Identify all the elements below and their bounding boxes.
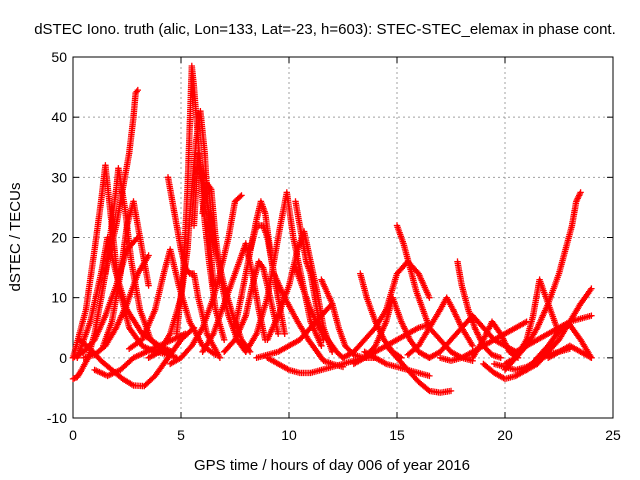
y-axis-label: dSTEC / TECUs [7,183,24,292]
data-point-marks [393,222,476,364]
data-series [469,318,522,361]
x-tick-label: 20 [497,427,513,443]
data-point-marks [264,354,357,377]
x-tick-label: 5 [177,427,185,443]
data-point-marks [242,189,325,355]
x-tick-label: 15 [389,427,405,443]
data-point-marks [318,276,379,361]
data-point-marks [404,294,476,358]
x-tick-label: 25 [605,427,621,443]
data-point-marks [501,189,584,368]
data-point-marks [292,198,327,343]
y-tick-label: 40 [51,109,67,125]
data-point-marks [534,321,595,361]
data-series [361,348,433,380]
data-series [167,192,245,368]
x-tick-label: 10 [281,427,297,443]
data-point-marks [469,318,522,361]
y-tick-label: -10 [47,410,67,426]
data-series [393,222,476,364]
x-tick-label: 0 [69,427,77,443]
data-series [534,321,595,361]
data-series [339,258,433,361]
data-series [545,342,595,361]
data-point-marks [339,258,433,361]
data-series [501,189,584,368]
data-series [242,189,325,355]
data-series [292,198,327,343]
data-series [404,294,476,358]
data-series [100,198,152,349]
data-point-marks [100,198,152,349]
y-tick-label: 10 [51,290,67,306]
y-tick-label: 50 [51,49,67,65]
data-series [264,354,357,377]
data-point-marks [361,348,433,380]
data-marks [69,62,595,396]
data-series [318,276,379,361]
y-tick-label: 20 [51,230,67,246]
x-axis-label: GPS time / hours of day 006 of year 2016 [194,457,470,474]
data-point-marks [167,192,245,368]
y-tick-label: 30 [51,169,67,185]
chart-title: dSTEC Iono. truth (alic, Lon=133, Lat=-2… [34,21,616,38]
data-point-marks [545,342,595,361]
y-tick-label: 0 [59,350,67,366]
